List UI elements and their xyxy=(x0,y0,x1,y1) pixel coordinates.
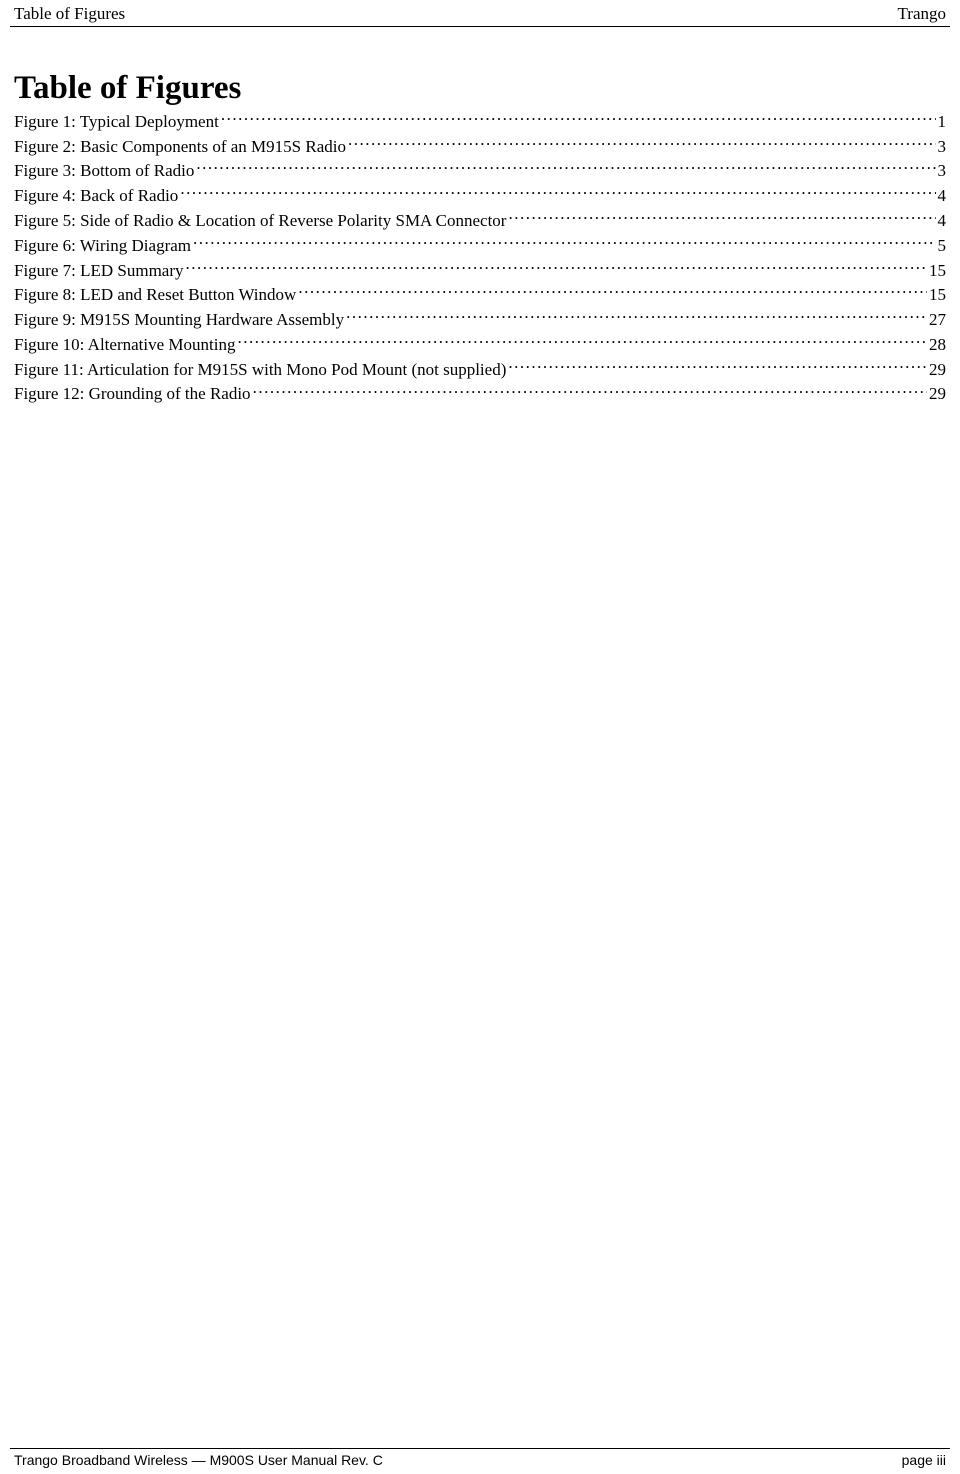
tof-entry: Figure 2: Basic Components of an M915S R… xyxy=(14,134,946,159)
tof-entry-page: 15 xyxy=(929,284,946,307)
tof-entry-page: 15 xyxy=(929,260,946,283)
header-right-text: Trango xyxy=(898,4,947,24)
tof-entry: Figure 7: LED Summary 15 xyxy=(14,258,946,283)
content-area: Table of Figures Figure 1: Typical Deplo… xyxy=(14,70,946,406)
tof-leader-dots xyxy=(221,109,936,127)
tof-entry-label: Figure 4: Back of Radio xyxy=(14,185,178,208)
tof-leader-dots xyxy=(180,183,935,201)
tof-leader-dots xyxy=(508,208,935,226)
tof-entry: Figure 5: Side of Radio & Location of Re… xyxy=(14,208,946,233)
tof-entry-page: 1 xyxy=(938,111,947,134)
tof-entry-label: Figure 9: M915S Mounting Hardware Assemb… xyxy=(14,309,344,332)
tof-entry-page: 29 xyxy=(929,359,946,382)
tof-entry: Figure 9: M915S Mounting Hardware Assemb… xyxy=(14,307,946,332)
tof-entry: Figure 11: Articulation for M915S with M… xyxy=(14,357,946,382)
tof-entry-page: 5 xyxy=(938,235,947,258)
tof-entry-page: 4 xyxy=(938,210,947,233)
tof-entry-label: Figure 1: Typical Deployment xyxy=(14,111,219,134)
tof-leader-dots xyxy=(193,233,936,251)
tof-leader-dots xyxy=(253,382,927,400)
tof-leader-dots xyxy=(508,357,927,375)
tof-leader-dots xyxy=(346,307,927,325)
header-row: Table of Figures Trango xyxy=(14,4,946,26)
tof-leader-dots xyxy=(196,159,935,177)
tof-entry: Figure 4: Back of Radio 4 xyxy=(14,183,946,208)
header-left-text: Table of Figures xyxy=(14,4,125,24)
tof-entry-page: 4 xyxy=(938,185,947,208)
tof-entry-label: Figure 12: Grounding of the Radio xyxy=(14,383,251,406)
tof-entry-label: Figure 8: LED and Reset Button Window xyxy=(14,284,296,307)
tof-leader-dots xyxy=(298,282,927,300)
tof-entry-page: 28 xyxy=(929,334,946,357)
tof-entry-label: Figure 2: Basic Components of an M915S R… xyxy=(14,136,346,159)
tof-leader-dots xyxy=(237,332,927,350)
tof-entry: Figure 10: Alternative Mounting 28 xyxy=(14,332,946,357)
tof-entry: Figure 1: Typical Deployment 1 xyxy=(14,109,946,134)
tof-entry: Figure 6: Wiring Diagram 5 xyxy=(14,233,946,258)
header-rule xyxy=(10,26,950,27)
page-footer: Trango Broadband Wireless — M900S User M… xyxy=(0,1448,960,1468)
table-of-figures-title: Table of Figures xyxy=(14,70,946,107)
tof-entry-label: Figure 6: Wiring Diagram xyxy=(14,235,191,258)
tof-entry-label: Figure 5: Side of Radio & Location of Re… xyxy=(14,210,506,233)
page-header: Table of Figures Trango xyxy=(0,0,960,26)
footer-left-text: Trango Broadband Wireless — M900S User M… xyxy=(14,1452,383,1468)
footer-row: Trango Broadband Wireless — M900S User M… xyxy=(14,1448,946,1468)
document-page: Table of Figures Trango Table of Figures… xyxy=(0,0,960,1474)
footer-rule xyxy=(10,1448,950,1449)
tof-entry-page: 27 xyxy=(929,309,946,332)
tof-entry-page: 3 xyxy=(938,160,947,183)
tof-leader-dots xyxy=(186,258,927,276)
tof-entry-label: Figure 10: Alternative Mounting xyxy=(14,334,235,357)
tof-entry-page: 3 xyxy=(938,136,947,159)
tof-entry-label: Figure 3: Bottom of Radio xyxy=(14,160,194,183)
tof-entry: Figure 12: Grounding of the Radio 29 xyxy=(14,382,946,407)
tof-leader-dots xyxy=(348,134,936,152)
tof-entry: Figure 3: Bottom of Radio 3 xyxy=(14,159,946,184)
tof-entry-label: Figure 11: Articulation for M915S with M… xyxy=(14,359,506,382)
tof-entry: Figure 8: LED and Reset Button Window 15 xyxy=(14,282,946,307)
tof-entry-label: Figure 7: LED Summary xyxy=(14,260,184,283)
tof-entry-page: 29 xyxy=(929,383,946,406)
footer-right-text: page iii xyxy=(902,1452,946,1468)
table-of-figures-list: Figure 1: Typical Deployment 1Figure 2: … xyxy=(14,109,946,406)
